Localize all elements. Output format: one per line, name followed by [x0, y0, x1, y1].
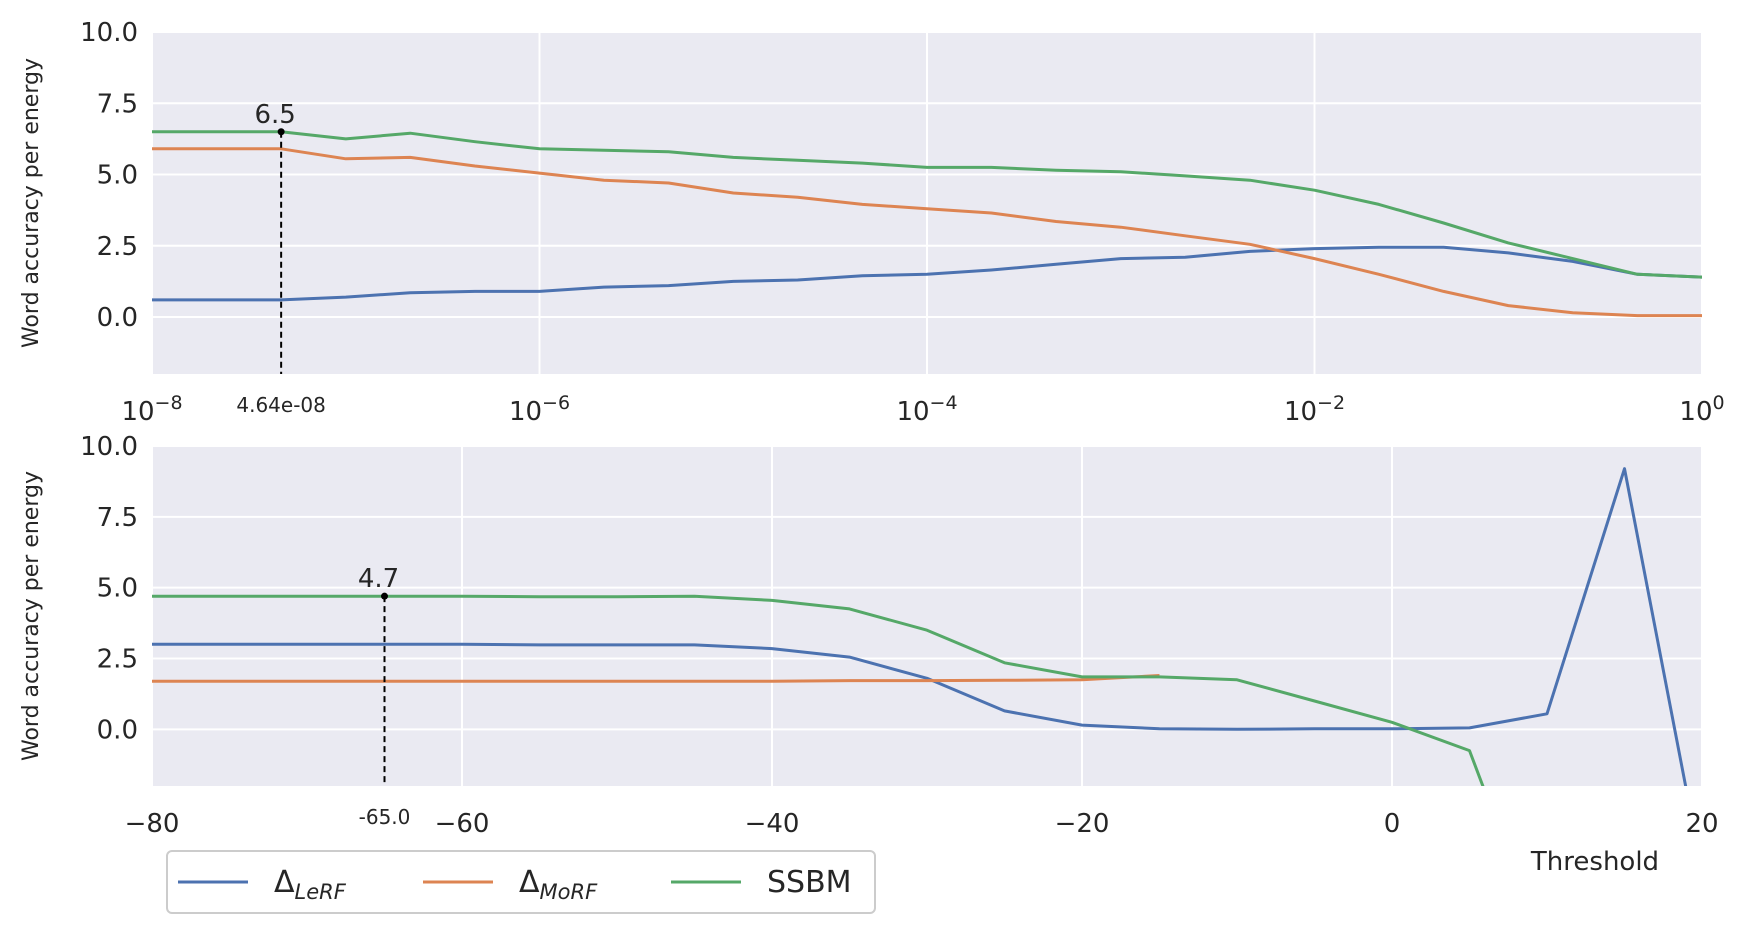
y-tick-label: 5.0: [97, 161, 138, 191]
y-tick-label: 10.0: [80, 18, 138, 48]
x-tick-label: −20: [1055, 809, 1110, 839]
annotation-value-label: 4.7: [358, 564, 399, 594]
x-tick-label: 10−2: [1284, 392, 1345, 427]
y-tick-label: 5.0: [97, 574, 138, 604]
legend-frame: [166, 850, 876, 914]
x-tick-exponent: −6: [542, 392, 570, 414]
x-tick-label: −40: [745, 809, 800, 839]
panel-2: 0.0 2.5 5.0 7.5 10.0 −80 −60 −40 −20 0 20 Word accu…: [19, 432, 1719, 877]
y-axis-label: Word accuracy per energy: [19, 58, 44, 348]
y-axis-label: Word accuracy per energy: [19, 471, 44, 761]
series-group: [152, 130, 1702, 318]
series-line-ssbm: [152, 130, 1702, 279]
y-tick-label: 2.5: [97, 645, 138, 675]
y-tick-label: 0.0: [97, 715, 138, 745]
series-line-morf: [152, 674, 1160, 683]
x-tick-label: 10−4: [896, 392, 957, 427]
panel-1: 0.02.55.07.510.010−8 10−6 10−4 10−2 100Word …: [19, 18, 1725, 427]
annotation-marker: [381, 592, 388, 600]
legend-label: ΔLeRF: [274, 865, 347, 904]
x-tick-exponent: 0: [1713, 392, 1725, 414]
legend-entry-ssbm: SSBM: [671, 865, 852, 900]
x-tick-label: 0: [1384, 809, 1401, 839]
x-tick-base: 10: [896, 397, 929, 427]
x-tick-label: −60: [435, 809, 490, 839]
y-tick-label: 7.5: [97, 89, 138, 119]
series-line-morf: [152, 147, 1702, 318]
x-tick-label: 10−6: [509, 392, 570, 427]
y-tick-label: 0.0: [97, 303, 138, 333]
x-tick-base: 10: [121, 397, 154, 427]
x-tick-base: 10: [509, 397, 542, 427]
x-tick-exponent: −8: [155, 392, 183, 414]
x-tick-base: 10: [1284, 397, 1317, 427]
legend-label: SSBM: [767, 865, 852, 900]
plot-area: [152, 446, 1702, 786]
legend-symbol: Δ: [274, 865, 295, 900]
series-line-lerf: [152, 245, 1702, 302]
annotation-value-label: 6.5: [254, 100, 295, 130]
y-tick-label: 2.5: [97, 232, 138, 262]
legend-entry-lerf: ΔLeRF: [178, 865, 347, 904]
legend-subscript: MoRF: [540, 880, 599, 904]
annotation-x-label: -65.0: [359, 805, 411, 829]
annotation-x-label: 4.64e-08: [236, 393, 326, 417]
x-tick-label: 20: [1685, 809, 1718, 839]
legend-symbol: Δ: [519, 865, 540, 900]
y-tick-label: 7.5: [97, 503, 138, 533]
legend-symbol: SSBM: [767, 865, 852, 900]
x-tick-exponent: −2: [1317, 392, 1345, 414]
legend-entry-morf: ΔMoRF: [423, 865, 598, 904]
x-axis-label: Threshold: [1530, 847, 1659, 877]
series-line-lerf: [152, 467, 1688, 786]
x-tick-label: 100: [1679, 392, 1724, 427]
annotation-marker: [277, 128, 285, 136]
y-tick-label: 10.0: [80, 432, 138, 462]
x-tick-label: 10−8: [121, 392, 182, 427]
x-tick-exponent: −4: [930, 392, 958, 414]
x-tick-base: 10: [1679, 397, 1712, 427]
legend-label: ΔMoRF: [519, 865, 598, 904]
legend-subscript: LeRF: [295, 880, 347, 904]
x-tick-label: −80: [125, 809, 180, 839]
legend: ΔLeRF ΔMoRF SSBM: [166, 850, 876, 914]
